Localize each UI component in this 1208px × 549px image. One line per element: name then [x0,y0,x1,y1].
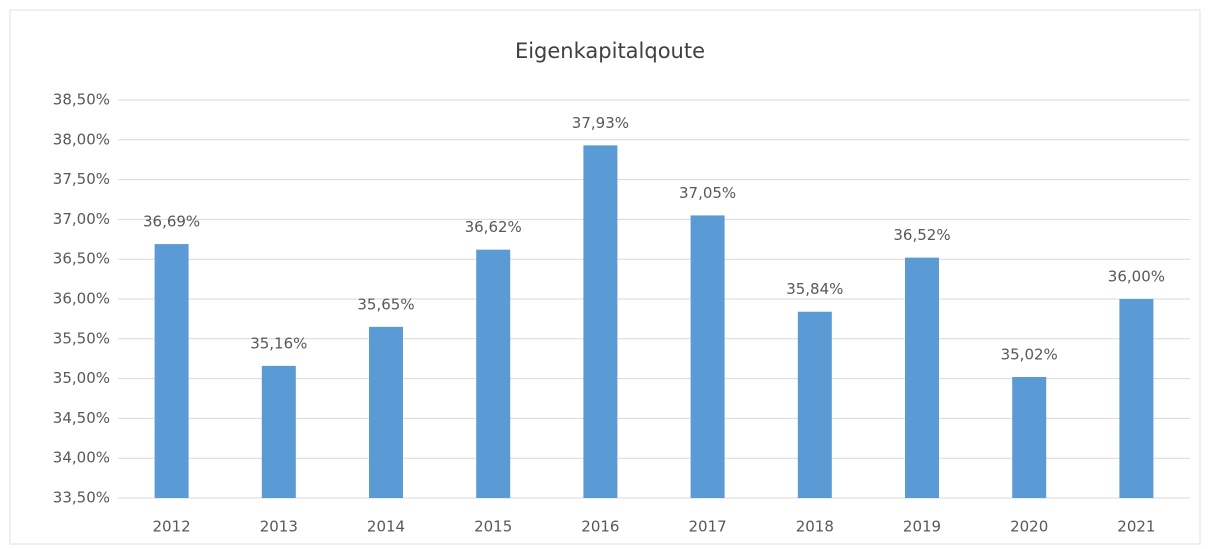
y-tick-label: 36,00% [53,290,110,308]
y-tick-label: 38,50% [53,91,110,109]
chart-title: Eigenkapitalqoute [515,39,705,63]
y-tick-label: 38,00% [53,130,110,148]
bar [1012,377,1047,498]
x-tick-label: 2019 [903,518,941,536]
y-tick-label: 37,50% [53,170,110,188]
bar [369,326,403,498]
x-tick-label: 2018 [796,518,834,536]
y-tick-label: 35,50% [53,329,110,347]
x-tick-label: 2021 [1117,518,1155,536]
bar [797,311,832,498]
x-tick-label: 2017 [689,518,727,536]
data-label: 35,84% [786,280,843,298]
data-label: 36,00% [1108,268,1165,286]
y-tick-label: 35,00% [53,369,110,387]
x-tick-label: 2012 [153,518,191,536]
y-tick-label: 37,00% [53,210,110,228]
bar [583,145,618,498]
y-tick-label: 34,50% [53,409,110,427]
bar [905,257,939,498]
bar [261,365,296,498]
bar [476,249,511,498]
x-tick-label: 2013 [260,518,298,536]
data-label: 36,52% [893,226,950,244]
data-label: 35,65% [357,295,414,313]
data-label: 37,05% [679,184,736,202]
bar [154,244,189,498]
data-label: 36,62% [465,218,522,236]
x-tick-label: 2014 [367,518,405,536]
y-tick-label: 36,50% [53,250,110,268]
data-label: 36,69% [143,213,200,231]
data-label: 35,02% [1001,346,1058,364]
x-tick-label: 2015 [474,518,512,536]
x-tick-label: 2020 [1010,518,1048,536]
y-tick-label: 33,50% [53,489,110,507]
x-tick-label: 2016 [581,518,619,536]
data-label: 35,16% [250,334,307,352]
y-tick-label: 34,00% [53,449,110,467]
data-label: 37,93% [572,114,629,132]
bar [690,215,725,499]
bar [1119,299,1154,498]
